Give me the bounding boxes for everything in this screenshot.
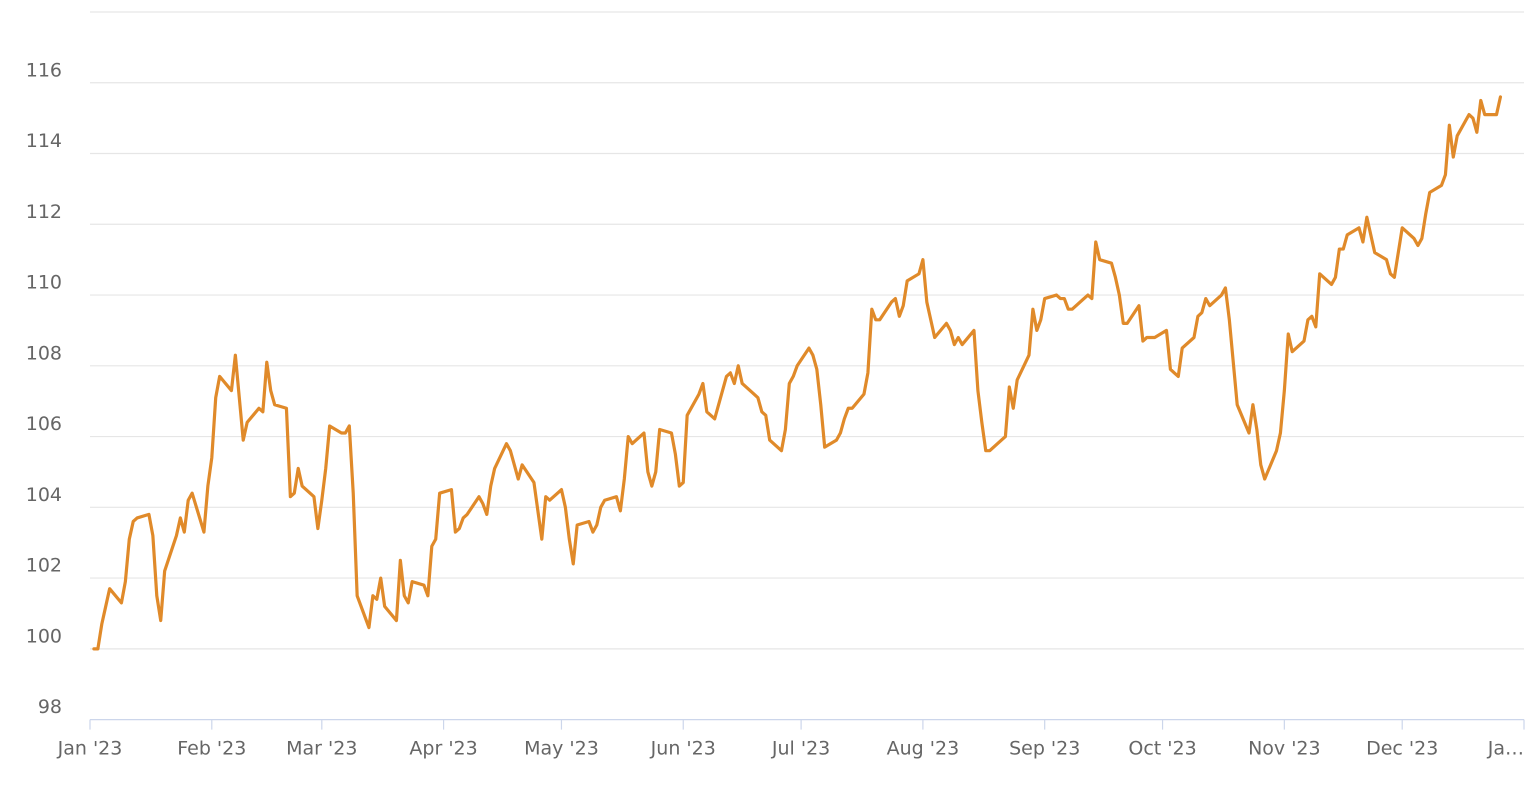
y-tick-label: 102 <box>26 555 62 577</box>
x-tick-label: Apr '23 <box>409 738 477 760</box>
x-tick-label: Dec '23 <box>1366 738 1438 760</box>
y-tick-label: 104 <box>26 484 62 506</box>
x-tick-label: Jun '23 <box>650 738 716 760</box>
x-tick-label: Feb '23 <box>177 738 246 760</box>
x-tick-label: Nov '23 <box>1248 738 1321 760</box>
y-tick-label: 112 <box>26 201 62 223</box>
x-tick-label: Jul '23 <box>771 738 830 760</box>
x-tick-label: Mar '23 <box>286 738 357 760</box>
y-tick-label: 114 <box>26 130 62 152</box>
x-tick-label: Jan '23 <box>57 738 123 760</box>
x-tick-label: Ja… <box>1487 738 1524 760</box>
y-tick-label: 116 <box>26 59 62 81</box>
x-tick-label: Sep '23 <box>1009 738 1080 760</box>
y-tick-label: 106 <box>26 413 62 435</box>
y-tick-label: 98 <box>38 696 62 718</box>
y-tick-label: 110 <box>26 272 62 294</box>
x-tick-label: May '23 <box>524 738 599 760</box>
y-tick-label: 100 <box>26 625 62 647</box>
x-tick-label: Aug '23 <box>887 738 960 760</box>
x-tick-label: Oct '23 <box>1128 738 1196 760</box>
line-series <box>92 95 1503 651</box>
y-tick-label: 108 <box>26 342 62 364</box>
